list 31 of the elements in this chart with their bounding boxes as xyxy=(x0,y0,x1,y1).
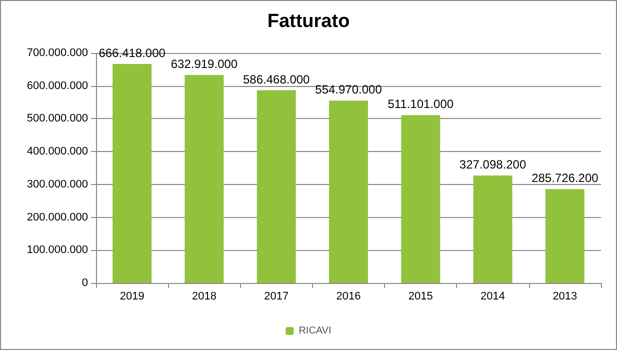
bar xyxy=(112,64,152,283)
legend-label: RICAVI xyxy=(298,326,332,336)
y-tick-label: 200.000.000 xyxy=(26,211,88,224)
y-tick-label: 700.000.000 xyxy=(26,47,88,59)
data-label: 327.098.200 xyxy=(459,158,526,172)
bar xyxy=(545,189,584,283)
bar xyxy=(401,115,440,283)
x-tick-label: 2018 xyxy=(192,290,216,302)
data-label: 554.970.000 xyxy=(315,82,382,97)
y-tick-label: 0 xyxy=(82,277,88,289)
y-tick-label: 400.000.000 xyxy=(26,146,88,158)
bar xyxy=(184,75,224,283)
x-tick-label: 2017 xyxy=(264,290,289,302)
x-tick-label: 2014 xyxy=(480,290,506,302)
bar xyxy=(473,176,512,283)
data-label: 586.468.000 xyxy=(242,72,310,86)
x-tick-label: 2013 xyxy=(552,290,578,302)
bar xyxy=(256,90,296,283)
chart-title: Fatturato xyxy=(267,11,350,32)
y-tick-label: 600.000.000 xyxy=(26,80,88,92)
data-label: 632.919.000 xyxy=(170,57,238,72)
x-tick-label: 2019 xyxy=(120,290,144,302)
data-label: 666.418.000 xyxy=(98,46,166,60)
data-label: 511.101.000 xyxy=(388,97,454,112)
y-tick-label: 500.000.000 xyxy=(26,112,88,125)
bar xyxy=(329,100,368,283)
y-tick-label: 300.000.000 xyxy=(26,178,88,190)
x-tick-label: 2015 xyxy=(408,290,433,302)
data-label: 285.726.200 xyxy=(532,171,599,186)
x-tick-label: 2016 xyxy=(336,290,361,302)
y-tick-label: 100.000.000 xyxy=(26,244,88,256)
